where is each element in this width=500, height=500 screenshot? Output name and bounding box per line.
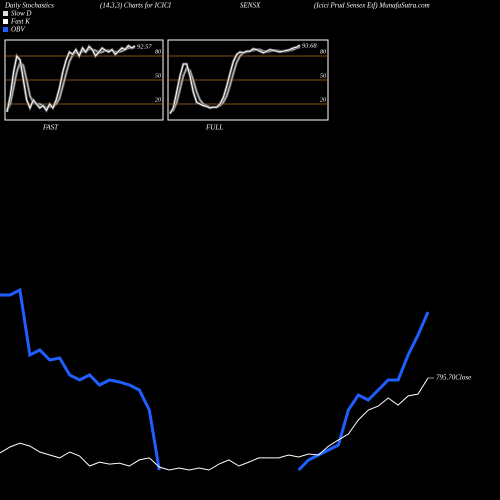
y-tick-label: 50 (155, 73, 161, 79)
title-3: SENSX (240, 2, 261, 10)
title-2: (14,3,3) Charts for ICICI (100, 2, 172, 10)
title-4: (Icici Prud Sensex Etf) MunafaSutra.com (314, 2, 430, 10)
series-line (0, 287, 430, 472)
y-tick-label: 50 (320, 73, 326, 79)
y-tick-label: 80 (155, 49, 161, 55)
legend-swatch (3, 11, 8, 16)
end-value-label: 92.57 (137, 43, 152, 50)
legend-swatch (3, 19, 8, 24)
end-value-label: 93.68 (302, 43, 317, 50)
y-tick-label: 20 (320, 97, 326, 103)
y-tick-label: 80 (320, 49, 326, 55)
stoch-line (169, 44, 301, 114)
legend-label: Slow D (11, 10, 31, 18)
legend-label: Fast K (10, 18, 30, 26)
y-tick-label: 20 (155, 97, 161, 103)
legend-label: OBV (11, 26, 25, 34)
series-line (0, 377, 429, 471)
stoch-line (6, 44, 136, 113)
close-label: 795.70Close (436, 374, 471, 382)
title-1: Daily Stochastics (4, 2, 54, 10)
legend-swatch (3, 27, 8, 32)
panel-title: FULL (205, 124, 223, 132)
panel-title: FAST (42, 124, 59, 132)
